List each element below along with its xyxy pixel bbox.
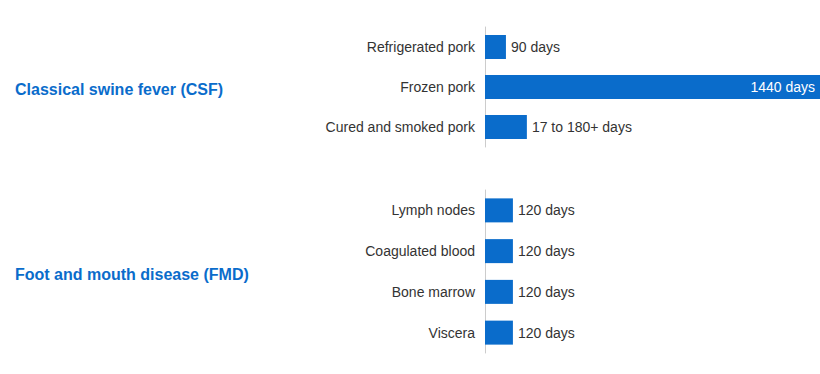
- svg-text:Classical swine fever (CSF): Classical swine fever (CSF): [15, 81, 223, 98]
- svg-text:120 days: 120 days: [518, 243, 575, 259]
- svg-text:Cured and smoked pork: Cured and smoked pork: [326, 119, 476, 135]
- svg-text:Coagulated blood: Coagulated blood: [365, 243, 475, 259]
- svg-text:Lymph nodes: Lymph nodes: [391, 202, 475, 218]
- svg-text:Bone marrow: Bone marrow: [392, 284, 476, 300]
- svg-text:120 days: 120 days: [518, 325, 575, 341]
- svg-text:Foot and mouth disease (FMD): Foot and mouth disease (FMD): [15, 266, 249, 283]
- svg-text:120 days: 120 days: [518, 202, 575, 218]
- svg-text:120 days: 120 days: [518, 284, 575, 300]
- svg-text:Refrigerated pork: Refrigerated pork: [367, 39, 476, 55]
- svg-text:17 to 180+ days: 17 to 180+ days: [532, 119, 632, 135]
- svg-text:Frozen pork: Frozen pork: [400, 79, 476, 95]
- svg-text:90 days: 90 days: [511, 39, 560, 55]
- svg-text:Viscera: Viscera: [429, 325, 476, 341]
- svg-text:1440 days: 1440 days: [750, 79, 815, 95]
